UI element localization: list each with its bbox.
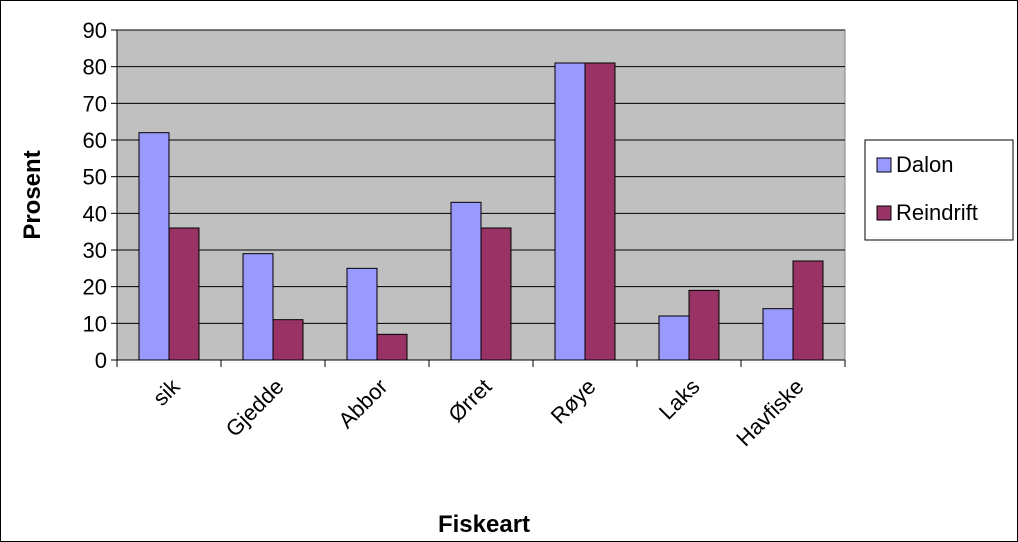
bar [658, 315, 690, 361]
bar [688, 289, 720, 361]
y-tick-label: 0 [95, 348, 107, 373]
y-tick-label: 20 [83, 275, 107, 300]
y-tick-label: 80 [83, 55, 107, 80]
bar [168, 227, 200, 361]
legend-swatch [876, 157, 892, 173]
bar [346, 267, 378, 361]
legend-swatch [876, 205, 892, 221]
legend-label: Reindrift [896, 200, 978, 225]
y-axis-title: Prosent [19, 150, 46, 239]
bar [480, 227, 512, 361]
legend [864, 139, 1014, 241]
x-axis-title: Fiskeart [438, 511, 530, 538]
bar [138, 132, 170, 361]
bar [554, 62, 586, 361]
bar [762, 308, 794, 361]
y-tick-label: 90 [83, 18, 107, 43]
y-tick-label: 30 [83, 238, 107, 263]
y-tick-label: 40 [83, 201, 107, 226]
bar [584, 62, 616, 361]
bar [376, 333, 408, 361]
bar [450, 201, 482, 361]
y-tick-label: 60 [83, 128, 107, 153]
bar [792, 260, 824, 361]
y-tick-label: 10 [83, 311, 107, 336]
y-tick-label: 50 [83, 165, 107, 190]
legend-label: Dalon [896, 152, 953, 177]
bar [242, 253, 274, 361]
bar [272, 319, 304, 361]
y-tick-label: 70 [83, 91, 107, 116]
